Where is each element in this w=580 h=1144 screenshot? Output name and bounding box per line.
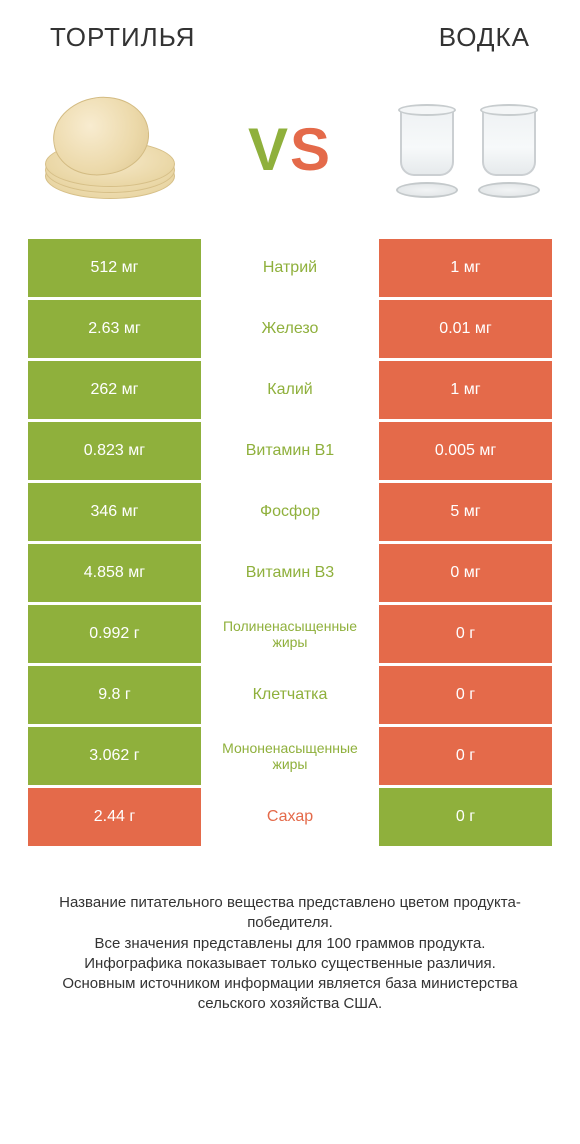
right-value: 0 г: [379, 727, 552, 785]
vodka-glasses-illustration: [386, 89, 546, 209]
left-value: 2.63 мг: [28, 300, 201, 358]
vs-s: S: [290, 116, 332, 183]
table-row: 0.992 гПолиненасыщенные жиры0 г: [28, 605, 552, 663]
table-row: 346 мгФосфор5 мг: [28, 483, 552, 541]
vs-v: V: [248, 116, 290, 183]
nutrient-label: Железо: [201, 300, 379, 358]
left-value: 4.858 мг: [28, 544, 201, 602]
tortilla-illustration: [34, 89, 194, 209]
header: ТОРТИЛЬЯ ВОДКА: [0, 0, 580, 59]
left-value: 0.992 г: [28, 605, 201, 663]
table-row: 9.8 гКлетчатка0 г: [28, 666, 552, 724]
table-row: 262 мгКалий1 мг: [28, 361, 552, 419]
nutrient-label: Полиненасыщенные жиры: [201, 605, 379, 663]
left-value: 2.44 г: [28, 788, 201, 846]
nutrient-label: Мононенасыщенные жиры: [201, 727, 379, 785]
right-value: 1 мг: [379, 239, 552, 297]
left-value: 512 мг: [28, 239, 201, 297]
nutrient-label: Витамин B1: [201, 422, 379, 480]
nutrient-comparison-table: 512 мгНатрий1 мг2.63 мгЖелезо0.01 мг262 …: [0, 233, 580, 846]
right-value: 1 мг: [379, 361, 552, 419]
right-product-title: ВОДКА: [439, 22, 530, 53]
right-value: 5 мг: [379, 483, 552, 541]
left-product-title: ТОРТИЛЬЯ: [50, 22, 195, 53]
table-row: 0.823 мгВитамин B10.005 мг: [28, 422, 552, 480]
right-value: 0 г: [379, 666, 552, 724]
right-value: 0 г: [379, 605, 552, 663]
table-row: 512 мгНатрий1 мг: [28, 239, 552, 297]
right-value: 0 мг: [379, 544, 552, 602]
nutrient-label: Калий: [201, 361, 379, 419]
footer-text: Название питательного вещества представл…: [59, 894, 521, 1012]
hero-row: VS: [0, 59, 580, 233]
right-value: 0.01 мг: [379, 300, 552, 358]
nutrient-label: Витамин B3: [201, 544, 379, 602]
nutrient-label: Сахар: [201, 788, 379, 846]
left-value: 346 мг: [28, 483, 201, 541]
left-value: 262 мг: [28, 361, 201, 419]
left-value: 0.823 мг: [28, 422, 201, 480]
table-row: 2.63 мгЖелезо0.01 мг: [28, 300, 552, 358]
vs-label: VS: [248, 115, 332, 184]
left-value: 3.062 г: [28, 727, 201, 785]
table-row: 3.062 гМононенасыщенные жиры0 г: [28, 727, 552, 785]
nutrient-label: Фосфор: [201, 483, 379, 541]
right-value: 0 г: [379, 788, 552, 846]
right-value: 0.005 мг: [379, 422, 552, 480]
footer-note: Название питательного вещества представл…: [0, 849, 580, 1015]
nutrient-label: Натрий: [201, 239, 379, 297]
left-value: 9.8 г: [28, 666, 201, 724]
table-row: 4.858 мгВитамин B30 мг: [28, 544, 552, 602]
nutrient-label: Клетчатка: [201, 666, 379, 724]
table-row: 2.44 гСахар0 г: [28, 788, 552, 846]
